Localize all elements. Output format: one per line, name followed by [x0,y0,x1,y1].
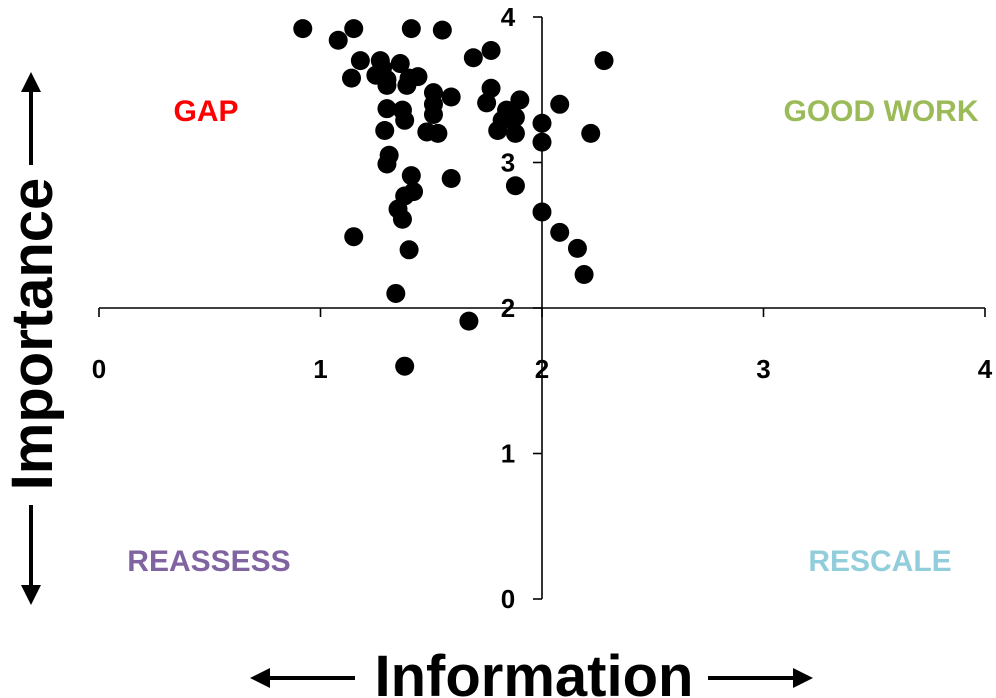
quadrant-label-top-right: GOOD WORK [784,95,979,128]
data-point [350,51,370,71]
data-point [481,78,501,98]
data-point [377,154,397,174]
data-point [550,222,570,242]
data-point [441,169,461,189]
data-point [399,240,419,260]
data-point [395,110,415,130]
y-tick-label: 2 [501,293,515,323]
data-point [377,99,397,119]
x-tick-label: 4 [978,354,993,384]
data-point [344,227,364,247]
data-point [428,123,448,143]
data-point [390,54,410,74]
x-axis-left-arrow-icon [250,668,270,688]
data-point [532,132,552,152]
data-point [550,94,570,114]
quadrant-label-bottom-right: RESCALE [808,545,951,578]
data-point [532,202,552,222]
data-point [510,90,530,110]
x-tick-label: 2 [535,354,549,384]
data-point [441,87,461,107]
data-point [481,40,501,60]
data-point [574,265,594,285]
x-axis-title: Information [375,644,694,698]
data-point [328,30,348,50]
data-point [581,123,601,143]
data-point [594,51,614,71]
y-axis-up-arrow-icon [21,72,41,92]
data-point [344,19,364,39]
data-point [488,120,508,140]
y-tick-label: 1 [501,439,515,469]
data-point [375,120,395,140]
quadrant-label-bottom-left: REASSESS [127,545,290,578]
data-point [401,166,421,186]
data-point [377,75,397,95]
data-point [395,356,415,376]
y-tick-label: 3 [501,148,515,178]
data-point [397,75,417,95]
y-axis-title: Importance [0,178,65,491]
data-point [505,176,525,196]
y-axis-ticks: 0 1 2 3 4 [501,2,542,614]
data-point [432,20,452,40]
x-axis-right-arrow-icon [793,668,813,688]
y-axis-title-group: Importance [0,72,65,605]
y-tick-label: 0 [501,584,515,614]
x-tick-label: 1 [313,354,327,384]
x-axis-title-group: Information [250,644,813,698]
x-tick-label: 3 [756,354,770,384]
data-point [463,48,483,68]
quadrant-label-top-left: GAP [173,95,238,128]
data-point [505,123,525,143]
data-point [342,68,362,88]
data-point [392,209,412,229]
data-points [293,19,614,376]
x-axis-ticks: 0 1 2 3 4 [92,308,993,384]
quadrant-labels: GAP GOOD WORK REASSESS RESCALE [127,95,979,578]
data-point [401,19,421,39]
data-point [567,238,587,258]
data-point [532,113,552,133]
data-point [477,93,497,113]
axes: 0 1 2 3 4 0 1 2 3 4 [92,2,993,614]
data-point [423,104,443,124]
y-axis-down-arrow-icon [21,585,41,605]
x-tick-label: 0 [92,354,106,384]
data-point [293,19,313,39]
data-point [459,311,479,331]
data-point [386,283,406,303]
y-tick-label: 4 [501,2,516,32]
